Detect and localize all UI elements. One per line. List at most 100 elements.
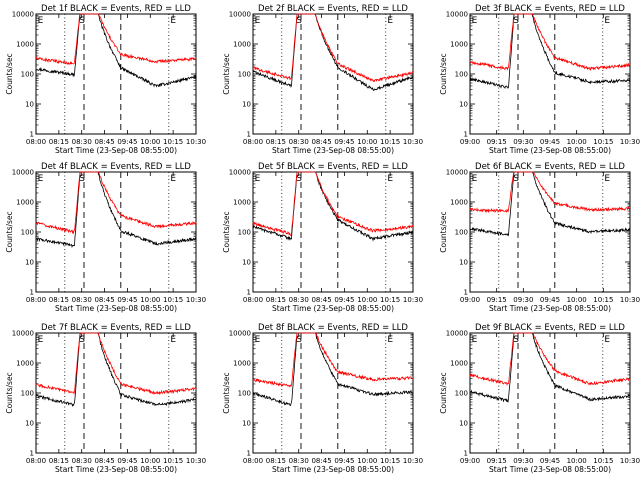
y-tick-label: 10: [25, 420, 34, 428]
y-axis-label: Counts/sec: [222, 211, 231, 252]
x-tick-label: 10:30: [403, 296, 423, 304]
plot-frame: [252, 13, 414, 135]
x-tick-label: 08:45: [94, 457, 114, 465]
y-tick-label: 10: [459, 420, 468, 428]
series-line-lld: [35, 171, 197, 235]
x-tick-label: 10:00: [140, 296, 160, 304]
marker-e: E: [170, 335, 176, 345]
panel-6: Det 6f BLACK = Events, RED = LLD 1 10 100 10…: [439, 162, 640, 313]
y-tick-label: 10000: [229, 169, 251, 177]
x-tick-label: 09:45: [334, 296, 354, 304]
x-tick-label: 10:00: [567, 457, 587, 465]
y-tick-label: 100: [21, 390, 34, 398]
y-tick-label: 1: [464, 131, 468, 139]
marker-e: E: [38, 335, 44, 345]
x-tick-label: 09:00: [460, 138, 480, 146]
marker-s: S: [79, 16, 85, 26]
y-axis-label: Counts/sec: [222, 53, 231, 94]
panel-1: Det 1f BLACK = Events, RED = LLD 1 10 100 10…: [5, 4, 206, 155]
series-line-events: [469, 171, 631, 237]
x-tick-label: 10:15: [380, 457, 400, 465]
y-tick-label: 100: [21, 229, 34, 237]
x-tick-label: 08:15: [49, 457, 69, 465]
x-tick-label: 09:45: [117, 296, 137, 304]
series-line-lld: [35, 332, 197, 396]
x-axis-label: Start Time (23-Sep-08 08:55:00): [272, 304, 394, 313]
y-tick-label: 10: [242, 259, 251, 267]
x-tick-label: 10:15: [163, 138, 183, 146]
x-tick-label: 08:45: [94, 296, 114, 304]
series-line-lld: [469, 171, 631, 214]
x-tick-label: 08:45: [311, 138, 331, 146]
x-tick-label: 09:30: [513, 296, 533, 304]
y-tick-label: 10: [242, 101, 251, 109]
x-tick-label: 08:45: [94, 138, 114, 146]
x-tick-label: 09:00: [460, 457, 480, 465]
y-axis-label: Counts/sec: [439, 211, 448, 252]
panel-title: Det 2f BLACK = Events, RED = LLD: [258, 4, 408, 14]
y-tick-label: 10: [459, 259, 468, 267]
y-tick-label: 1000: [233, 360, 251, 368]
marker-e: E: [255, 335, 261, 345]
x-tick-label: 09:30: [513, 457, 533, 465]
x-tick-label: 10:15: [163, 296, 183, 304]
y-tick-label: 10000: [12, 11, 34, 19]
x-tick-label: 09:15: [487, 457, 507, 465]
x-tick-label: 08:30: [72, 296, 92, 304]
panel-title: Det 3f BLACK = Events, RED = LLD: [475, 4, 625, 14]
panel-title: Det 6f BLACK = Events, RED = LLD: [475, 162, 625, 172]
x-tick-label: 10:30: [403, 457, 423, 465]
x-tick-label: 10:15: [380, 296, 400, 304]
series-line-lld: [35, 13, 197, 66]
marker-e: E: [387, 16, 393, 26]
x-tick-label: 09:45: [540, 296, 560, 304]
series-line-lld: [469, 13, 631, 71]
marker-s: S: [79, 174, 85, 184]
y-tick-label: 100: [455, 390, 468, 398]
marker-e: E: [255, 174, 261, 184]
x-tick-label: 10:15: [593, 138, 613, 146]
series-line-events: [469, 13, 631, 89]
y-tick-label: 1: [247, 450, 251, 458]
plot-frame: [469, 332, 631, 454]
marker-e: E: [387, 174, 393, 184]
y-tick-label: 100: [238, 71, 251, 79]
x-tick-label: 08:30: [289, 138, 309, 146]
x-tick-label: 10:30: [620, 138, 640, 146]
panel-title: Det 4f BLACK = Events, RED = LLD: [41, 162, 191, 172]
y-tick-label: 10000: [446, 11, 468, 19]
y-tick-label: 100: [455, 71, 468, 79]
x-tick-label: 08:00: [243, 457, 263, 465]
x-tick-label: 10:15: [593, 457, 613, 465]
series-line-lld: [252, 13, 414, 83]
y-tick-label: 10000: [229, 330, 251, 338]
x-tick-label: 10:00: [567, 138, 587, 146]
panel-title: Det 7f BLACK = Events, RED = LLD: [41, 323, 191, 333]
marker-e: E: [170, 16, 176, 26]
y-tick-label: 10000: [446, 330, 468, 338]
x-tick-label: 10:30: [403, 138, 423, 146]
x-tick-label: 10:15: [593, 296, 613, 304]
x-tick-label: 10:00: [357, 296, 377, 304]
marker-s: S: [513, 174, 519, 184]
x-axis-label: Start Time (23-Sep-08 08:55:00): [55, 304, 177, 313]
x-tick-label: 09:45: [540, 138, 560, 146]
marker-e: E: [387, 335, 393, 345]
x-axis-label: Start Time (23-Sep-08 08:55:00): [489, 465, 611, 474]
marker-s: S: [513, 335, 519, 345]
y-tick-label: 1000: [450, 41, 468, 49]
y-axis-label: Counts/sec: [439, 372, 448, 413]
x-axis-label: Start Time (23-Sep-08 08:55:00): [55, 146, 177, 155]
panel-title: Det 5f BLACK = Events, RED = LLD: [258, 162, 408, 172]
panel-title: Det 9f BLACK = Events, RED = LLD: [475, 323, 625, 333]
x-tick-label: 10:00: [140, 138, 160, 146]
x-tick-label: 10:30: [186, 457, 206, 465]
series-line-events: [252, 13, 414, 92]
y-tick-label: 10000: [229, 11, 251, 19]
marker-e: E: [170, 174, 176, 184]
x-tick-label: 08:30: [72, 138, 92, 146]
panel-9: Det 9f BLACK = Events, RED = LLD 1 10 100 10…: [439, 323, 640, 474]
x-tick-label: 09:30: [513, 138, 533, 146]
x-tick-label: 08:30: [289, 296, 309, 304]
